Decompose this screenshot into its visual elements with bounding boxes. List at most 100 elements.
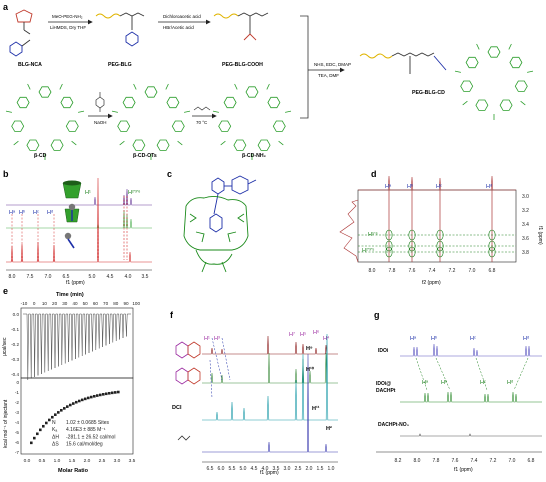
- itc-data-point: [81, 398, 84, 402]
- b-spectrum-complex: [6, 209, 152, 229]
- f-label-h10: H¹⁰: [306, 366, 315, 373]
- g-trace-idoi: IDOi: [378, 348, 389, 354]
- itc-time-tick: 50: [83, 301, 89, 306]
- beta-cd-ots-label: β-CD-OTs: [133, 153, 157, 159]
- b-tick-label: 7.5: [27, 274, 34, 280]
- itc-isotherm-y-tick: -1: [15, 390, 20, 395]
- blg-nca-structure: [9, 9, 33, 57]
- itc-data-point: [42, 424, 45, 428]
- d-cross-peak: [436, 240, 444, 252]
- cd-ring-product: [454, 43, 534, 120]
- g-trace-dachpt: DACHPt-NO₃: [378, 422, 410, 428]
- itc-data-point: [96, 394, 99, 397]
- d-x-tick: 7.6: [409, 268, 416, 274]
- inclusion-complex-structure: [183, 175, 257, 273]
- itc-fit-value: -281.1 ± 26.52 cal/mol: [66, 434, 115, 440]
- g-label-hb: Hᵇ: [431, 335, 437, 342]
- itc-fit-value: 4.16E3 ± 885 M⁻¹: [66, 427, 106, 433]
- itc-isotherm-y-tick: -6: [15, 440, 20, 445]
- f-tick-label: 6.5: [207, 466, 214, 472]
- itc-raw-y-tick: -0.2: [11, 342, 19, 347]
- panel-a: a BLG-NCA MeO-PEG-NH₂ LiHMDS, Dry THF PE…: [3, 2, 534, 160]
- f-tick-label: 3.5: [273, 466, 280, 472]
- g-shift-guide: [513, 357, 529, 391]
- itc-data-point: [33, 436, 36, 440]
- itc-time-tick: 40: [72, 301, 78, 306]
- itc-raw-thermogram: [23, 313, 131, 381]
- b-label-ha: Hᵃ: [9, 210, 16, 216]
- d-cross-peak: [408, 246, 416, 258]
- d-y-tick: 3.0: [522, 194, 529, 200]
- b-label-hc: Hᶜ: [33, 210, 39, 216]
- beta-cd-nh2-label: β-CD-NH₂: [242, 153, 267, 159]
- itc-data-point: [84, 397, 87, 401]
- itc-fit-parameters: N 1.02 ± 0.0685 Sites Kₐ 4.16E3 ± 885 M⁻¹ ΔH…: [52, 420, 115, 448]
- itc-molar-ratio-tick: 0.5: [39, 458, 46, 464]
- f-label-h6: H⁶: [313, 329, 319, 336]
- itc-isotherm-frame: [20, 377, 134, 455]
- f-trace-reference: [202, 353, 338, 453]
- noesy-contents: [339, 175, 516, 263]
- complex-cartoon-icon: [64, 203, 80, 223]
- b-tick-label: 3.5: [142, 274, 149, 280]
- panel-g-axis-title: f1 (ppm): [454, 467, 473, 473]
- g-tick-label: 7.4: [471, 458, 478, 464]
- cd-ring-beta-cd: [5, 83, 85, 160]
- f-label-h7: H⁷: [289, 331, 295, 338]
- itc-raw-y-tick: -0.4: [11, 372, 19, 377]
- itc-time-tick: 90: [123, 301, 129, 306]
- scheme-bracket: [300, 15, 309, 119]
- f-tick-label: 2.0: [306, 466, 313, 472]
- g-trace-complex: [400, 391, 542, 403]
- itc-data-point: [87, 396, 90, 400]
- itc-injection-spikes: [23, 313, 131, 381]
- g-shift-guide: [415, 357, 428, 391]
- peg-blg-cd-label: PEG-BLG-CD: [412, 90, 445, 96]
- itc-data-point: [114, 391, 117, 394]
- itc-data-point: [45, 421, 48, 425]
- g-label-hd: Hᵈ: [523, 335, 529, 342]
- g-complex-peak-label: Hᶜ: [480, 380, 486, 386]
- peg-blg-cd-structure: [359, 52, 447, 74]
- d-x-tick: 8.0: [369, 268, 376, 274]
- panel-c-letter: c: [167, 169, 172, 179]
- beta-cd-label: β-CD: [34, 153, 47, 159]
- f-label-h2: H²: [326, 425, 332, 432]
- panel-a-letter: a: [3, 2, 9, 12]
- itc-isotherm-y-tick: 0: [16, 380, 19, 385]
- dci-label: DCI: [172, 405, 182, 411]
- itc-data-point: [63, 407, 66, 410]
- f-tick-label: 2.5: [295, 466, 302, 472]
- itc-data-point: [102, 393, 105, 396]
- b-label-hd: Hᵈ: [47, 209, 53, 216]
- panel-f: f 6.5 6.0 5.5 5.0 4.5 4.0 3.5 3.0 2.5 2.0 1.5 1.0 f…: [170, 310, 338, 476]
- itc-fit-value: 15.6 cal/mol/deg: [66, 442, 103, 448]
- d-label-h235: H²’³’⁵: [362, 247, 374, 254]
- f-label-h9: H⁹: [306, 346, 313, 352]
- d-label-hc: Hᶜ: [436, 184, 442, 190]
- itc-data-point: [60, 408, 63, 412]
- itc-time-tick: 70: [103, 301, 109, 306]
- itc-time-title: Time (min): [56, 292, 84, 298]
- panel-f-letter: f: [170, 310, 174, 320]
- d-label-hd: Hᵈ: [486, 183, 492, 190]
- panel-b-spectra: [6, 177, 152, 263]
- itc-data-point: [54, 413, 57, 416]
- itc-data-point: [48, 418, 51, 422]
- itc-molar-ratio-ticks: 0.0 0.5 1.0 1.5 2.0 2.5 3.0 3.5: [24, 458, 136, 464]
- step1-reagent: MeO-PEG-NH₂: [52, 14, 83, 19]
- f-trace-dci: [202, 333, 338, 421]
- itc-molar-ratio-tick: 3.5: [129, 458, 136, 464]
- f-tick-label: 5.5: [229, 466, 236, 472]
- itc-isotherm-points: [30, 390, 120, 445]
- itc-data-point: [117, 390, 120, 394]
- g-tick-label: 7.2: [490, 458, 497, 464]
- g-tick-label: 6.8: [528, 458, 535, 464]
- itc-time-tick: 20: [52, 301, 58, 306]
- d-cross-peak: [488, 246, 496, 258]
- panel-d-letter: d: [371, 169, 377, 179]
- f-tick-label: 3.0: [284, 466, 291, 472]
- g-complex-peak-label: Hᵇ: [441, 379, 447, 386]
- itc-fit-symbol: N: [52, 420, 56, 426]
